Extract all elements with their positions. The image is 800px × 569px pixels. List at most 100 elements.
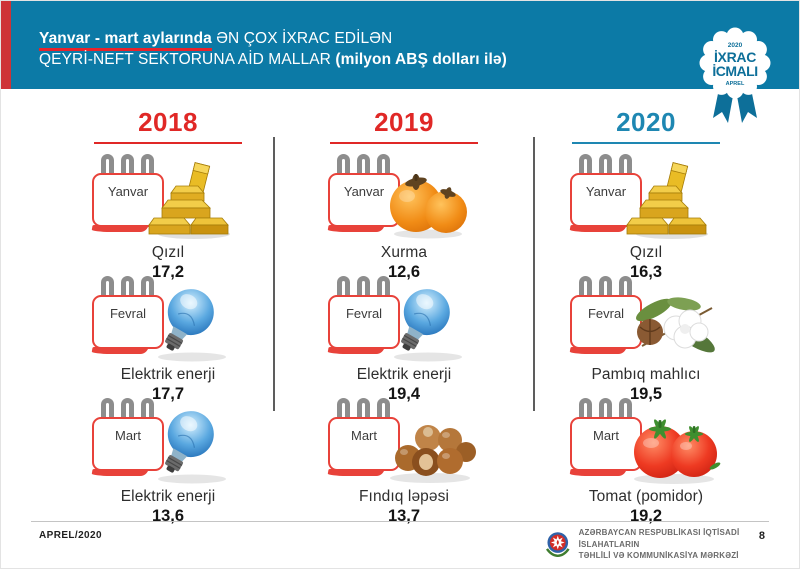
spiral-ring-icon: [101, 398, 114, 424]
calendar-page: Mart: [328, 417, 400, 471]
calendar-icon: Mart: [328, 398, 402, 474]
calendar-icon: Mart: [92, 398, 166, 474]
column-2020: 2020 Yanvar Qı: [526, 107, 766, 525]
item-figure: Yanvar: [324, 152, 484, 242]
year-underline: [94, 142, 242, 144]
item-figure: Mart: [88, 396, 248, 486]
calendar-page: Fevral: [328, 295, 400, 349]
spiral-ring-icon: [377, 398, 390, 424]
spiral-ring-icon: [337, 154, 350, 180]
product-name: Elektrik enerji: [356, 366, 452, 383]
export-item: Fevral Elektrik enerji: [48, 274, 288, 403]
export-item: Fevral Elektrik enerji: [284, 274, 524, 403]
header-band: Yanvar - mart aylarında ƏN ÇOX İXRAC EDİ…: [11, 1, 799, 89]
item-figure: Mart: [324, 396, 484, 486]
item-figure: Mart: [566, 396, 726, 486]
calendar-icon: Fevral: [570, 276, 644, 352]
item-figure: Fevral: [88, 274, 248, 364]
year-heading: 2019: [374, 107, 434, 137]
product-value: 17,2: [151, 263, 185, 281]
ixrac-icmali-badge-icon: 2020 İXRAC İCMALI APREL: [699, 27, 771, 123]
calendar-icon: Yanvar: [92, 154, 166, 230]
year-underline: [572, 142, 720, 144]
page-title: Yanvar - mart aylarında ƏN ÇOX İXRAC EDİ…: [39, 28, 507, 70]
subtitle: QEYRİ-NEFT SEKTORUNA AİD MALLAR: [39, 51, 336, 68]
item-figure: Fevral: [324, 274, 484, 364]
title-underlined: Yanvar - mart aylarında: [39, 30, 212, 51]
year-heading: 2020: [616, 107, 676, 137]
light-bulb-icon: [394, 289, 462, 362]
product-name: Elektrik enerji: [120, 366, 216, 383]
export-item: Fevral Pambıq mahlıcı 19,5: [526, 274, 766, 403]
spiral-ring-icon: [579, 154, 592, 180]
spiral-ring-icon: [579, 398, 592, 424]
month-label: Fevral: [109, 306, 147, 321]
spiral-ring-icon: [377, 154, 390, 180]
title-rest: ƏN ÇOX İXRAC EDİLƏN: [211, 30, 393, 47]
spiral-ring-icon: [357, 276, 370, 302]
title-line-1: Yanvar - mart aylarında ƏN ÇOX İXRAC EDİ…: [39, 28, 507, 51]
calendar-page: Fevral: [570, 295, 642, 349]
calendar-page: Mart: [570, 417, 642, 471]
calendar-page: Yanvar: [92, 173, 164, 227]
persimmon-icon: [390, 174, 467, 239]
item-figure: Yanvar: [566, 152, 726, 242]
spiral-ring-icon: [101, 276, 114, 302]
spiral-ring-icon: [121, 398, 134, 424]
spiral-ring-icon: [141, 154, 154, 180]
footer-date: APREL/2020: [39, 530, 102, 541]
year-underline: [330, 142, 478, 144]
spiral-ring-icon: [599, 276, 612, 302]
product-value: 19,5: [629, 385, 663, 403]
badge-line2: İCMALI: [712, 63, 757, 79]
calendar-page: Mart: [92, 417, 164, 471]
export-item: Yanvar Qızıl 16,3: [526, 152, 766, 281]
spiral-ring-icon: [337, 276, 350, 302]
spiral-ring-icon: [619, 154, 632, 180]
month-label: Mart: [115, 428, 141, 443]
spiral-ring-icon: [619, 398, 632, 424]
product-name: Pambıq mahlıcı: [591, 366, 701, 383]
spiral-ring-icon: [579, 276, 592, 302]
month-label: Fevral: [345, 306, 383, 321]
calendar-page: Yanvar: [570, 173, 642, 227]
product-value: 19,2: [629, 507, 663, 525]
spiral-ring-icon: [101, 154, 114, 180]
product-value: 17,7: [151, 385, 185, 403]
footer-org-line2: TƏHLİLİ VƏ KOMMUNİKASİYA MƏRKƏZİ: [578, 551, 739, 561]
column-divider: [273, 137, 275, 411]
product-value: 19,4: [387, 385, 421, 403]
product-name: Tomat (pomidor): [588, 488, 704, 505]
product-name: Fındıq ləpəsi: [358, 488, 450, 505]
month-label: Mart: [593, 428, 619, 443]
gold-bars-icon: [626, 162, 708, 239]
export-item: Mart: [526, 396, 766, 525]
product-value: 16,3: [629, 263, 663, 281]
spiral-ring-icon: [357, 154, 370, 180]
item-figure: Fevral: [566, 274, 726, 364]
hazelnuts-icon: [390, 425, 476, 483]
product-name: Qızıl: [151, 244, 185, 261]
product-name: Xurma: [380, 244, 428, 261]
footer-divider: [31, 521, 769, 522]
footer-org-text: AZƏRBAYCAN RESPUBLİKASI İQTİSADİ İSLAHAT…: [579, 527, 799, 562]
azerbaijan-emblem-icon: [545, 532, 570, 558]
spiral-ring-icon: [619, 276, 632, 302]
month-label: Yanvar: [343, 184, 385, 199]
item-figure: Yanvar: [88, 152, 248, 242]
spiral-ring-icon: [337, 398, 350, 424]
spiral-ring-icon: [599, 154, 612, 180]
spiral-ring-icon: [377, 276, 390, 302]
export-item: Yanvar Qızıl 17,2: [48, 152, 288, 281]
column-divider: [533, 137, 535, 411]
badge-year: 2020: [728, 42, 743, 49]
light-bulb-icon: [158, 411, 226, 484]
title-line-2: QEYRİ-NEFT SEKTORUNA AİD MALLAR (milyon …: [39, 49, 507, 70]
subtitle-bold: (milyon ABŞ dolları ilə): [335, 51, 507, 68]
product-value: 13,6: [151, 507, 185, 525]
month-label: Yanvar: [585, 184, 627, 199]
tomatoes-icon: [634, 419, 721, 484]
calendar-icon: Fevral: [328, 276, 402, 352]
spiral-ring-icon: [121, 276, 134, 302]
